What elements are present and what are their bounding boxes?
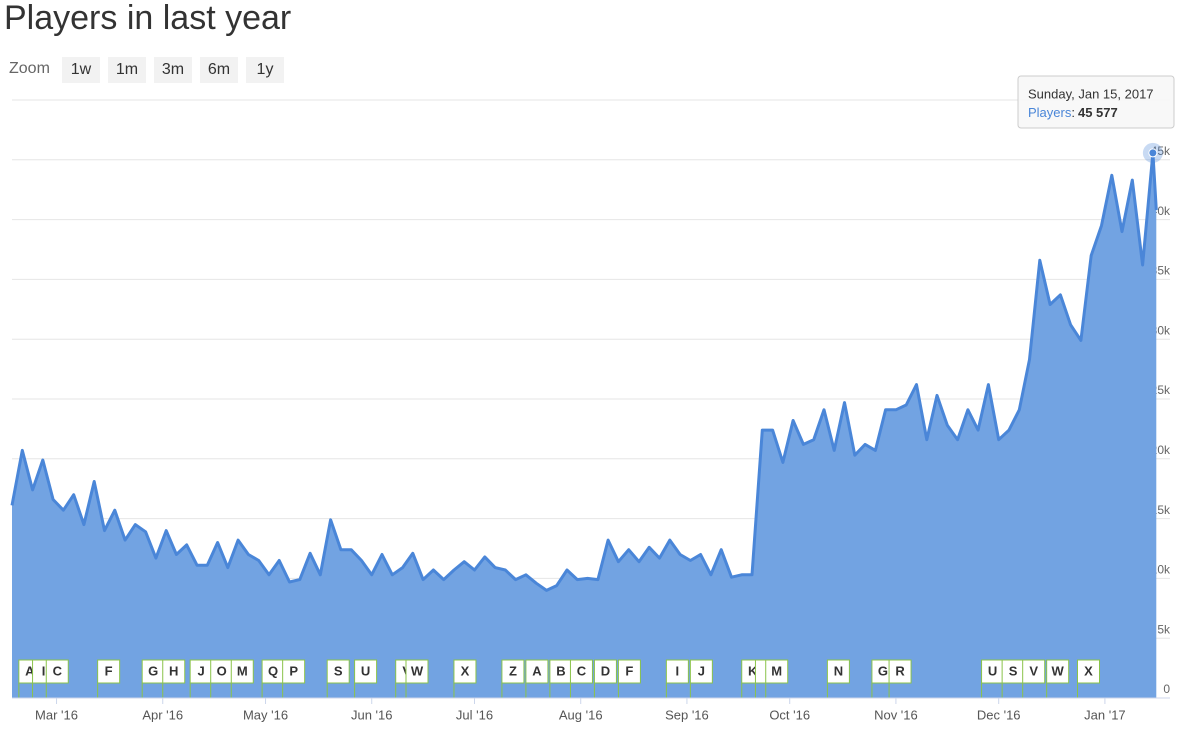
flag-label: U <box>361 663 370 678</box>
flag-label: X <box>461 663 470 678</box>
flag-box <box>501 659 525 684</box>
flag-box <box>593 659 617 684</box>
zoom-button-label: 1w <box>71 61 92 78</box>
flag-box <box>326 659 350 684</box>
flag-label: X <box>1084 663 1093 678</box>
flag-label: O <box>217 663 227 678</box>
flag-box <box>1076 659 1100 684</box>
x-tick-label: Sep '16 <box>665 707 709 722</box>
flag-label: I <box>42 663 46 678</box>
flag-label: I <box>676 663 680 678</box>
tooltip-title: Sunday, Jan 15, 2017 <box>1028 86 1154 101</box>
tooltip: Sunday, Jan 15, 2017 Players: 45 577 <box>1017 75 1175 129</box>
flag-label: J <box>698 663 705 678</box>
x-tick-label: Nov '16 <box>874 707 918 722</box>
flag-label: J <box>198 663 205 678</box>
x-tick-label: Aug '16 <box>559 707 603 722</box>
zoom-button[interactable]: 1w <box>62 57 100 83</box>
x-tick-label: Jun '16 <box>351 707 393 722</box>
flag-label: U <box>988 663 997 678</box>
flag-label: G <box>878 663 888 678</box>
zoom-button[interactable]: 1y <box>246 57 284 83</box>
flag-box <box>689 659 713 684</box>
line <box>10 151 1158 592</box>
flag-label: F <box>105 663 113 678</box>
hover-point <box>1148 148 1158 158</box>
flag-label: A <box>532 663 542 678</box>
tooltip-series: Players <box>1028 105 1072 120</box>
zoom-button-label: 6m <box>208 61 230 78</box>
tooltip-body: Players: 45 577 <box>1028 105 1118 120</box>
zoom-button[interactable]: 1m <box>108 57 146 83</box>
x-tick-label: Oct '16 <box>769 707 810 722</box>
flag-label: Q <box>268 663 278 678</box>
flag-box <box>888 659 912 684</box>
flag-box <box>569 659 593 684</box>
flag-box <box>1022 659 1046 684</box>
zoom-label: Zoom <box>9 60 50 77</box>
x-tick-label: Jul '16 <box>456 707 493 722</box>
flag-box <box>405 659 429 684</box>
zoom-button-bg <box>108 57 146 83</box>
zoom-button-bg <box>62 57 100 83</box>
flag-label: S <box>1009 663 1018 678</box>
flag-box <box>765 659 789 684</box>
x-tick-label: Dec '16 <box>977 707 1021 722</box>
flag-label: V <box>1029 663 1038 678</box>
zoom-button[interactable]: 3m <box>154 57 192 83</box>
flag-box <box>665 659 689 684</box>
flag-label: K <box>748 663 758 678</box>
flag-box <box>162 659 186 684</box>
flag-label: N <box>834 663 843 678</box>
tooltip-box <box>1017 75 1175 129</box>
x-tick-label: May '16 <box>243 707 288 722</box>
flag-box <box>230 659 254 684</box>
x-tick-label: Mar '16 <box>35 707 78 722</box>
tooltip-value: 45 577 <box>1078 105 1118 120</box>
flag-box <box>354 659 378 684</box>
flag-box <box>525 659 549 684</box>
zoom-button-label: 1y <box>257 61 274 78</box>
y-tick-label: 0 <box>1163 682 1170 696</box>
zoom-button-label: 3m <box>162 61 184 78</box>
flag-label: M <box>237 663 248 678</box>
flag-label: A <box>25 663 35 678</box>
zoom-button-label: 1m <box>116 61 138 78</box>
flag-box <box>617 659 641 684</box>
flag-label: F <box>625 663 633 678</box>
flag-box <box>97 659 121 684</box>
y-tick-label: 5k <box>1157 622 1171 636</box>
flag-label: H <box>169 663 178 678</box>
tooltip-separator: : <box>1071 105 1075 120</box>
flag-label: M <box>771 663 782 678</box>
flag-label: B <box>556 663 565 678</box>
x-tick-label: Jan '17 <box>1084 707 1126 722</box>
zoom-button-bg <box>154 57 192 83</box>
flag-label: S <box>334 663 343 678</box>
x-tick-label: Apr '16 <box>142 707 183 722</box>
flag-label: C <box>53 663 63 678</box>
area <box>12 152 1157 698</box>
flag-label: W <box>1052 663 1065 678</box>
flag-box <box>453 659 477 684</box>
flag-label: W <box>411 663 424 678</box>
flag-label: P <box>289 663 298 678</box>
flag-label: R <box>895 663 905 678</box>
zoom-button[interactable]: 6m <box>200 57 238 83</box>
flag-box <box>45 659 69 684</box>
flag-box <box>826 659 850 684</box>
flag-label: C <box>577 663 587 678</box>
flag-label: G <box>148 663 158 678</box>
zoom-button-bg <box>200 57 238 83</box>
chart-title: Players in last year <box>4 0 291 37</box>
flag-label: D <box>601 663 610 678</box>
zoom-button-bg <box>246 57 284 83</box>
flag-label: Z <box>509 663 517 678</box>
flag-box <box>1046 659 1070 684</box>
flag-box <box>282 659 306 684</box>
